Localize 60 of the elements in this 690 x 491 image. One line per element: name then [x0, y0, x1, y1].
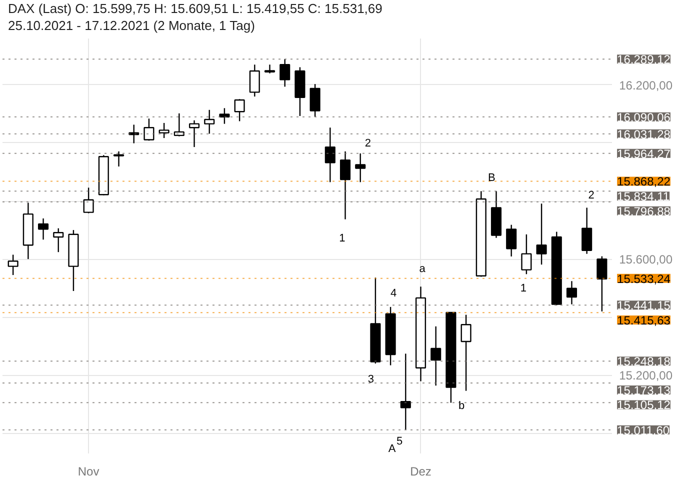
- candlestick: [430, 326, 442, 386]
- candlestick: [83, 187, 94, 214]
- y-tick-label: 15.200,00: [619, 368, 673, 383]
- ref-line-label: 15.533,24: [617, 272, 671, 286]
- y-tick-label: 16.200,00: [619, 78, 673, 92]
- ref-line-label: 15.964,27: [617, 146, 671, 161]
- ref-line-label: 15.441,15: [617, 298, 671, 313]
- candlestick: [566, 280, 578, 305]
- candlestick: [536, 203, 547, 266]
- ref-line-label: 15.796,88: [617, 204, 671, 218]
- annotation: 4: [390, 288, 397, 300]
- x-tick-label: Dez: [410, 464, 432, 478]
- x-tick-label: Nov: [78, 464, 100, 478]
- ref-line-label: 15.105,12: [617, 398, 671, 412]
- candlestick: [53, 228, 64, 253]
- candlestick: [506, 224, 517, 258]
- candlestick: [400, 353, 411, 430]
- candlestick: [582, 207, 592, 254]
- annotation: b: [458, 400, 465, 412]
- annotation: 2: [588, 190, 594, 202]
- annotation: 3: [368, 373, 374, 386]
- ref-line-label: 15.173,13: [617, 384, 671, 398]
- y-tick-label: 15.600,00: [619, 252, 673, 267]
- ref-line-label: 16.031,28: [617, 127, 671, 142]
- annotation: A: [388, 443, 396, 456]
- candlestick: [249, 64, 260, 98]
- candlestick: [188, 120, 200, 148]
- annotation: 1: [520, 282, 526, 294]
- candlestick: [280, 58, 290, 88]
- candlestick: [264, 64, 276, 74]
- candlestick: [144, 118, 154, 142]
- ref-line-label: 16.090,06: [617, 110, 671, 124]
- ref-line-label: 15.415,63: [617, 314, 671, 328]
- candlestick: [234, 98, 245, 122]
- chart-subtitle: 25.10.2021 - 17.12.2021 (2 Monate, 1 Tag): [8, 17, 255, 34]
- ref-line-label: 15.834,11: [617, 190, 670, 204]
- ref-line-label: 16.289,12: [617, 52, 671, 67]
- annotation: B: [488, 172, 496, 184]
- candlestick: [8, 254, 18, 276]
- annotation: 2: [364, 137, 371, 150]
- candlestick: [310, 83, 320, 118]
- candlestick: [128, 124, 140, 144]
- annotation: 5: [396, 435, 403, 448]
- candlestick: [219, 108, 230, 124]
- candlestick: [204, 109, 215, 134]
- candlestick: [324, 126, 336, 183]
- ref-line-label: 15.248,18: [617, 354, 671, 369]
- ref-line-label: 15.868,22: [617, 174, 671, 189]
- candlestick: [38, 218, 49, 240]
- candlestick: [521, 234, 532, 275]
- candlestick: [355, 152, 366, 183]
- candlestick: [460, 314, 472, 392]
- candlestick: [113, 150, 124, 168]
- chart-title: DAX (Last) O: 15.599,75 H: 15.609,51 L: 15.419,55 C: 15.531,69: [8, 0, 382, 17]
- annotation: 1: [339, 232, 346, 245]
- candlestick: [596, 256, 608, 312]
- ref-line-label: 15.011,60: [617, 423, 670, 438]
- candlestick: [340, 150, 351, 220]
- candlestick: [158, 122, 170, 139]
- annotation: a: [419, 262, 426, 275]
